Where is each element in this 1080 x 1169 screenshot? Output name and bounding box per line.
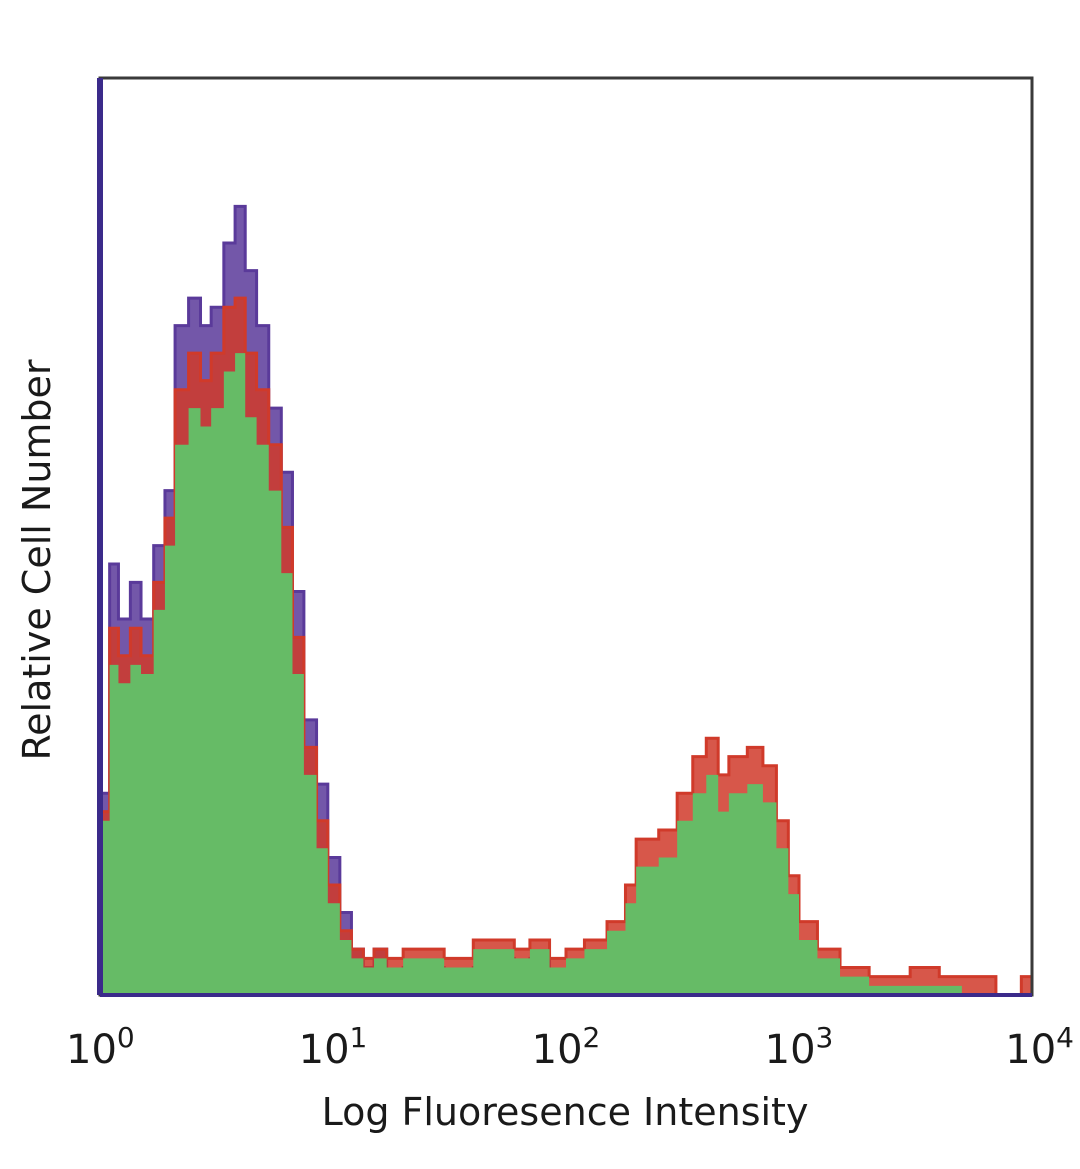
series-2-histogram: [100, 353, 1032, 996]
x-tick-label-4: 104: [1005, 1021, 1074, 1073]
x-tick-label-3: 103: [765, 1021, 834, 1073]
x-tick-labels: 100 101 102 103 104: [66, 1021, 1074, 1073]
y-axis-title: Relative Cell Number: [15, 359, 59, 760]
x-tick-label-1: 101: [299, 1021, 368, 1073]
x-axis-title: Log Fluoresence Intensity: [322, 1090, 809, 1134]
x-tick-label-0: 100: [66, 1021, 135, 1073]
x-tick-label-2: 102: [532, 1021, 601, 1073]
